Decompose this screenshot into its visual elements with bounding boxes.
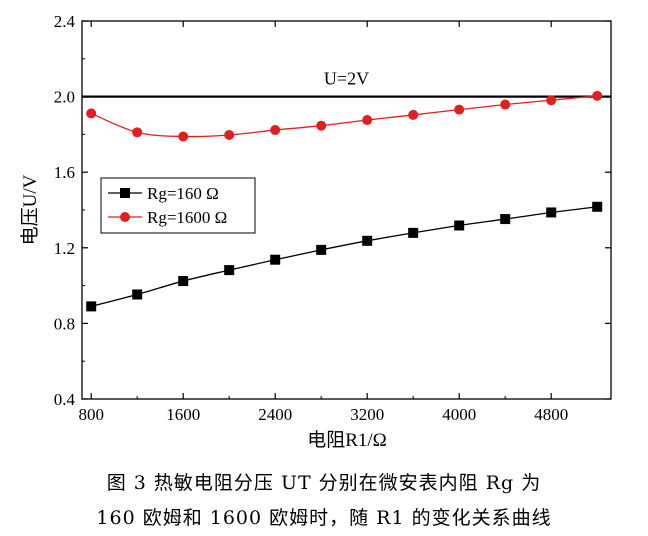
data-point-rg160	[86, 301, 97, 312]
y-tick-label: 2.4	[54, 12, 76, 31]
data-point-rg160	[132, 289, 143, 300]
series-group	[86, 90, 603, 312]
figure-caption-line-1: 图 3 热敏电阻分压 UT 分别在微安表内阻 Rg 为	[106, 472, 542, 494]
series-line-rg1600	[90, 95, 598, 138]
x-tick-label: 4800	[534, 405, 568, 424]
data-point-rg1600	[132, 127, 143, 138]
data-point-rg160	[546, 207, 557, 218]
legend-marker-rg160	[120, 188, 130, 198]
legend-box	[100, 177, 256, 234]
data-point-rg1600	[592, 90, 603, 101]
legend-label-rg1600: Rg=1600 Ω	[147, 208, 227, 227]
y-tick-label: 2.0	[54, 88, 75, 107]
data-point-rg1600	[546, 95, 557, 106]
legend: Rg=160 Ω Rg=1600 Ω	[100, 177, 256, 234]
legend-label-rg160: Rg=160 Ω	[147, 184, 219, 203]
y-axis: 0.4 0.8 1.2 1.6 2.0 2.4	[54, 12, 611, 409]
data-point-rg1600	[224, 129, 235, 140]
data-point-rg1600	[408, 109, 419, 120]
y-tick-label: 1.2	[54, 239, 75, 258]
figure-caption-line-2: 160 欧姆和 1600 欧姆时，随 R1 的变化关系曲线	[96, 507, 552, 529]
data-point-rg160	[316, 244, 327, 255]
x-tick-label: 4000	[442, 405, 476, 424]
x-tick-label: 2400	[258, 405, 292, 424]
y-axis-label: 电压U/V	[19, 174, 41, 245]
data-point-rg160	[362, 235, 373, 246]
y-tick-label: 0.4	[54, 390, 76, 409]
x-tick-label: 3200	[350, 405, 384, 424]
data-point-rg1600	[362, 115, 373, 126]
x-tick-label: 1600	[166, 405, 200, 424]
data-point-rg160	[270, 254, 281, 265]
data-point-rg160	[224, 265, 235, 276]
y-tick-label: 0.8	[54, 314, 75, 333]
data-point-rg1600	[86, 108, 97, 119]
chart: U=2V 800 1600 2400 3200 4000 4800 0.4 0.8 1.2 1.…	[19, 12, 612, 451]
x-tick-label: 800	[78, 405, 104, 424]
data-point-rg160	[500, 214, 511, 225]
data-point-rg160	[178, 276, 189, 287]
data-point-rg1600	[270, 125, 281, 136]
data-point-rg1600	[316, 120, 327, 131]
data-point-rg160	[454, 220, 465, 231]
data-point-rg1600	[500, 99, 511, 110]
data-point-rg1600	[178, 131, 189, 142]
data-point-rg1600	[454, 104, 465, 115]
data-point-rg160	[592, 201, 603, 212]
x-axis-label: 电阻R1/Ω	[307, 429, 387, 451]
legend-marker-rg1600	[120, 212, 130, 222]
data-point-rg160	[408, 227, 419, 238]
y-tick-label: 1.6	[54, 163, 75, 182]
x-axis: 800 1600 2400 3200 4000 4800	[78, 21, 568, 424]
reference-line-label: U=2V	[324, 69, 369, 89]
